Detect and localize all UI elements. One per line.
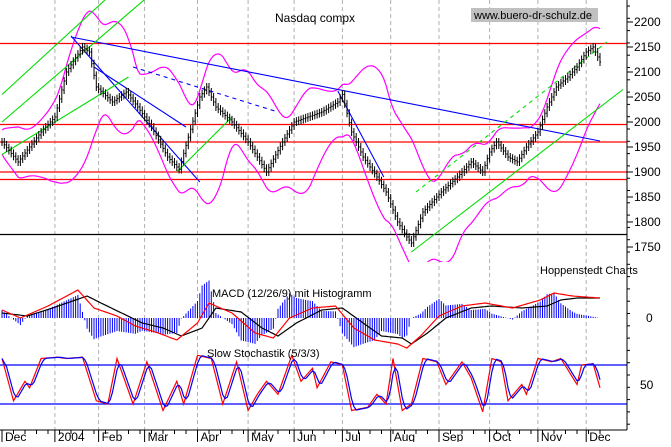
chart-title: Nasdaq compx (275, 11, 355, 25)
macd-zero-label: 0 (646, 311, 653, 325)
trend-line-green (176, 116, 233, 173)
month-label: Jun (297, 430, 316, 442)
month-label: Oct (493, 430, 512, 442)
trend-line-blue (70, 36, 601, 142)
watermark: www.buero-dr-schulz.de (473, 10, 592, 22)
price-tick-label: 1750 (634, 240, 661, 254)
month-label: 2004 (58, 430, 85, 442)
trend-line-green (411, 89, 624, 253)
month-label: Jul (345, 430, 360, 442)
price-tick-label: 1800 (634, 215, 661, 229)
price-tick-label: 2200 (634, 15, 661, 29)
trend-line-blue (337, 90, 385, 178)
signal-line (1, 289, 601, 349)
month-label: Sep (442, 430, 464, 442)
month-label: Nov (541, 430, 562, 442)
stochastic-d-line (1, 355, 601, 411)
price-tick-label: 1900 (634, 165, 661, 179)
month-label: Apr (201, 430, 220, 442)
price-tick-label: 2000 (634, 115, 661, 129)
month-label: Aug (394, 430, 415, 442)
watermark-box (471, 8, 598, 22)
month-label: May (251, 430, 274, 442)
trend-line-blue (93, 66, 187, 128)
price-bars (1, 43, 601, 247)
upper-band (1, 10, 601, 182)
trend-line-green (1, 0, 106, 95)
price-tick-label: 1950 (634, 140, 661, 154)
month-label: Feb (102, 430, 123, 442)
trend-lines (1, 0, 624, 253)
bollinger-bands (1, 10, 601, 262)
trend-line-blue (70, 35, 201, 183)
trend-line-green (1, 76, 129, 155)
month-label: Dec (589, 430, 610, 442)
macd-label: MACD (12/26/9) mit Histogramm (212, 288, 372, 300)
horizontal-lines (0, 42, 627, 236)
price-tick-label: 1850 (634, 190, 661, 204)
price-tick-label: 2050 (634, 90, 661, 104)
month-label: Mar (148, 430, 169, 442)
trend-line-blue (132, 66, 279, 113)
stochastic-50-label: 50 (640, 378, 654, 392)
month-gridlines (54, 0, 587, 430)
stochastic-label: Slow Stochastik (5/3/3) (207, 348, 320, 360)
price-tick-label: 2100 (634, 65, 661, 79)
macd-panel (1, 280, 601, 349)
lower-band (1, 103, 601, 262)
macd-line (1, 295, 600, 345)
stochastic-k-line (1, 353, 601, 413)
month-label: Dec (5, 430, 26, 442)
axes: 2200 2150 2100 2050 2000 1950 1900 1850 1800 1750… (0, 0, 661, 444)
source-label: Hoppenstedt Charts (540, 265, 638, 277)
stochastic-panel (0, 353, 627, 413)
price-tick-label: 2150 (634, 40, 661, 54)
